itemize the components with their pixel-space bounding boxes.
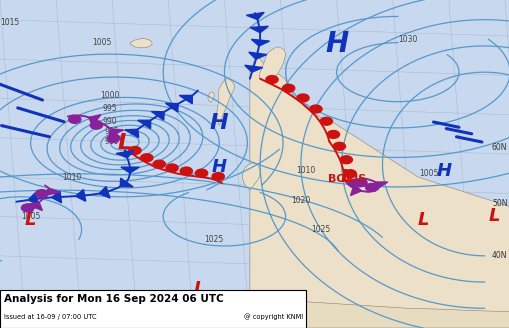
Circle shape [21, 204, 34, 212]
Polygon shape [259, 47, 285, 80]
Text: 1005: 1005 [418, 169, 437, 178]
Polygon shape [125, 129, 138, 137]
Text: 1005: 1005 [92, 38, 111, 47]
Text: 995: 995 [102, 104, 117, 113]
Polygon shape [75, 190, 86, 201]
Circle shape [165, 164, 178, 172]
Text: Analysis for Mon 16 Sep 2024 06 UTC: Analysis for Mon 16 Sep 2024 06 UTC [4, 295, 223, 304]
Polygon shape [246, 12, 264, 20]
Circle shape [320, 117, 332, 125]
Text: 1005: 1005 [21, 212, 40, 221]
Polygon shape [248, 52, 266, 59]
Text: H: H [210, 113, 228, 133]
Text: BORIS: BORIS [327, 174, 365, 184]
Circle shape [344, 170, 356, 178]
Polygon shape [26, 202, 42, 211]
Polygon shape [249, 301, 509, 328]
Text: 980: 980 [105, 136, 119, 146]
Polygon shape [350, 184, 361, 195]
Text: 1015: 1015 [1, 18, 20, 28]
Circle shape [195, 169, 207, 177]
Circle shape [212, 173, 224, 180]
Text: 1020: 1020 [291, 195, 310, 205]
Text: 1010: 1010 [62, 173, 81, 182]
Text: 40N: 40N [491, 251, 506, 260]
FancyBboxPatch shape [0, 290, 305, 328]
Polygon shape [130, 39, 152, 48]
Circle shape [129, 147, 141, 154]
Polygon shape [151, 112, 164, 120]
Text: 1025: 1025 [311, 225, 330, 234]
Circle shape [327, 131, 339, 138]
Text: 990: 990 [102, 117, 117, 126]
Text: L: L [341, 168, 352, 186]
Text: H: H [435, 162, 450, 179]
Text: 50N: 50N [491, 199, 506, 208]
Circle shape [140, 154, 153, 162]
Text: 1010: 1010 [296, 166, 315, 175]
Polygon shape [116, 151, 134, 158]
Text: L: L [417, 211, 428, 229]
Text: Issued at 16-09 / 07:00 UTC: Issued at 16-09 / 07:00 UTC [4, 314, 97, 319]
Circle shape [69, 115, 81, 123]
Text: 1025: 1025 [204, 235, 223, 244]
Text: L: L [488, 208, 499, 225]
Polygon shape [109, 129, 123, 137]
Polygon shape [99, 187, 110, 198]
Text: 1000: 1000 [100, 91, 119, 100]
Text: L: L [193, 280, 204, 297]
Circle shape [354, 179, 366, 187]
Polygon shape [244, 65, 262, 72]
Polygon shape [374, 182, 387, 190]
Polygon shape [242, 163, 260, 190]
Text: 60N: 60N [491, 143, 506, 152]
Circle shape [36, 190, 48, 197]
Circle shape [348, 179, 360, 187]
Text: L: L [25, 211, 36, 229]
Polygon shape [216, 79, 234, 125]
Circle shape [365, 183, 377, 191]
Circle shape [296, 94, 308, 102]
Polygon shape [249, 56, 509, 328]
Circle shape [180, 167, 192, 175]
Circle shape [309, 105, 322, 113]
Text: H: H [211, 158, 227, 176]
Text: 1030: 1030 [398, 35, 417, 44]
Polygon shape [251, 39, 269, 46]
Polygon shape [51, 191, 62, 203]
Circle shape [340, 156, 352, 164]
Polygon shape [28, 193, 39, 205]
Polygon shape [179, 95, 192, 104]
Circle shape [332, 142, 345, 150]
Text: @ copyright KNMI: @ copyright KNMI [244, 313, 303, 320]
Circle shape [282, 84, 294, 92]
Polygon shape [249, 26, 268, 33]
Polygon shape [208, 92, 214, 102]
Text: H: H [324, 30, 348, 58]
Circle shape [265, 76, 277, 84]
Polygon shape [120, 178, 133, 187]
Polygon shape [121, 167, 139, 173]
Circle shape [90, 121, 102, 129]
Text: L: L [118, 133, 132, 153]
Text: 985: 985 [105, 127, 119, 136]
Polygon shape [137, 120, 150, 129]
Circle shape [107, 134, 119, 142]
Circle shape [153, 160, 165, 168]
Polygon shape [165, 103, 178, 112]
Polygon shape [89, 115, 101, 125]
Polygon shape [43, 188, 60, 196]
